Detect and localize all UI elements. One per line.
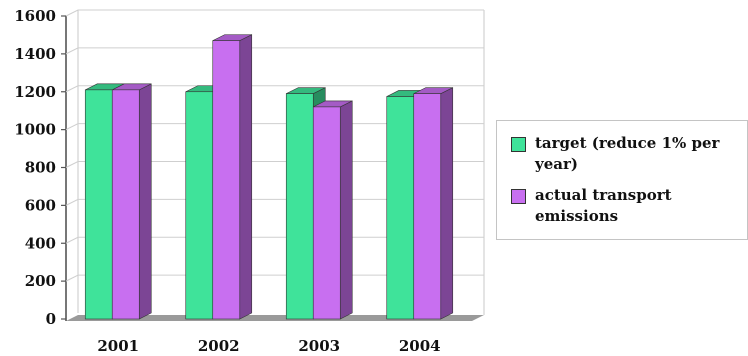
bar-actual-2003 [312,100,353,320]
bar-actual-2001 [111,83,152,320]
legend-label-actual: actual transport emissions [535,186,672,225]
y-tick-label: 200 [25,272,56,290]
bar-front [111,89,140,320]
legend-label-target: target (reduce 1% per year) [535,134,720,173]
x-tick-label: 2003 [298,337,340,355]
legend-item-actual: actual transport emissions [511,185,735,227]
bar-front [185,91,214,320]
chart-floor [66,315,484,321]
y-tick-label: 600 [25,196,56,214]
gridline [65,85,484,93]
bar-actual-2002 [212,34,253,320]
bar-actual-2004 [413,87,454,320]
gridline [65,47,484,55]
x-tick-label: 2001 [97,337,139,355]
bars [84,34,454,320]
y-tick-label: 800 [25,159,56,177]
bar-side [138,83,152,320]
x-tick-label: 2002 [198,337,240,355]
y-tick-label: 1000 [14,121,56,139]
legend-swatch-target [511,137,526,152]
bar-front [84,89,113,320]
legend-swatch-actual [511,189,526,204]
bar-front [212,40,241,320]
x-tick-label: 2004 [399,337,441,355]
bar-side [339,100,353,320]
x-axis-tick-labels: 2001 2002 2003 2004 [97,337,440,355]
bar-side [440,87,454,320]
gridline [65,9,484,17]
y-tick-label: 400 [25,234,56,252]
bar-front [312,106,341,320]
y-axis-tick-labels: 0 200 400 600 800 1000 1200 1400 1600 [14,7,56,328]
y-tick-label: 1200 [14,83,56,101]
bar-side [239,34,253,320]
y-tick-label: 1600 [14,7,56,25]
bar-front [413,93,442,320]
legend: target (reduce 1% per year) actual trans… [496,120,748,240]
bar-front [285,93,314,320]
y-tick-label: 0 [46,310,56,328]
legend-item-target: target (reduce 1% per year) [511,133,735,175]
bar-front [386,96,415,320]
y-tick-label: 1400 [14,45,56,63]
